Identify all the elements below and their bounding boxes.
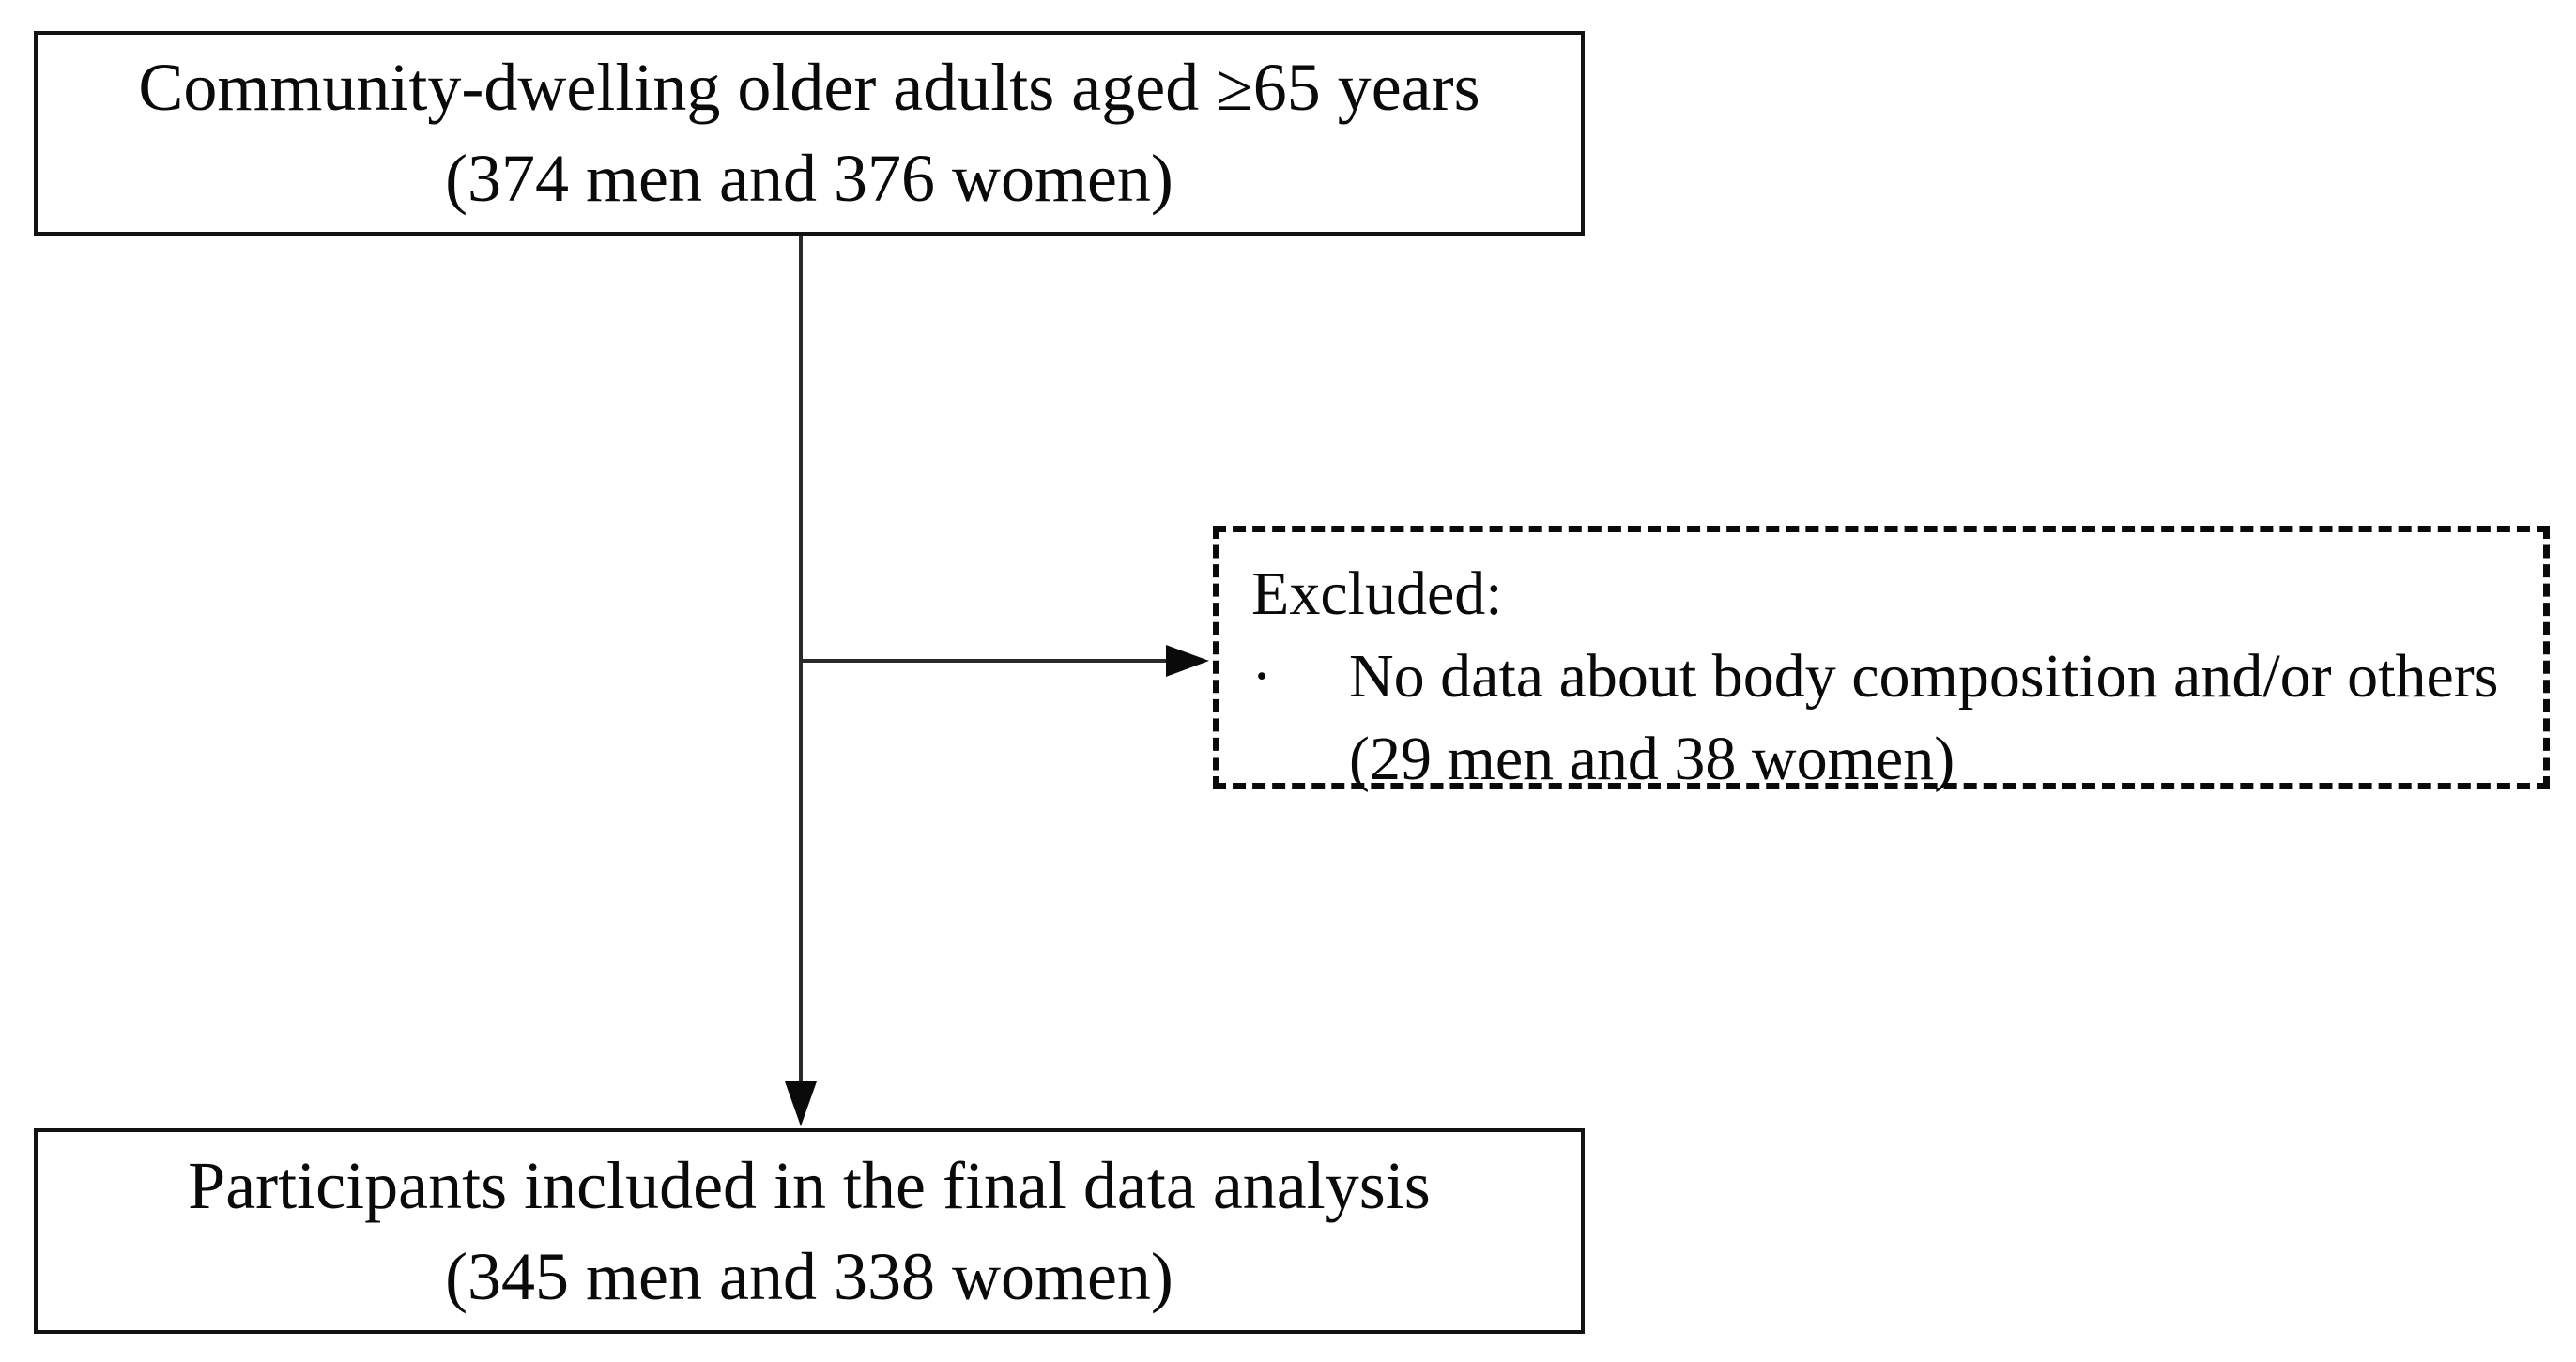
eligible-population-box: Community-dwelling older adults aged ≥65… xyxy=(34,31,1585,236)
arrowhead-right-icon xyxy=(1166,645,1209,677)
included-population-box: Participants included in the final data … xyxy=(34,1128,1585,1334)
included-population-line1: Participants included in the final data … xyxy=(188,1147,1431,1223)
excluded-item-text: No data about body composition and/or ot… xyxy=(1349,642,2499,711)
bullet-dot-icon: · xyxy=(1251,642,1272,711)
eligible-population-line2: (374 men and 376 women) xyxy=(445,141,1173,216)
excluded-item-row: · No data about body composition and/or … xyxy=(1251,635,2515,718)
excluded-title: Excluded: xyxy=(1251,559,1503,628)
included-population-line2: (345 men and 338 women) xyxy=(445,1238,1173,1314)
excluded-item-detail: (29 men and 38 women) xyxy=(1349,725,1955,793)
eligible-population-line1: Community-dwelling older adults aged ≥65… xyxy=(138,50,1480,125)
excluded-box: Excluded: · No data about body compositi… xyxy=(1213,526,2550,793)
arrowhead-down-icon xyxy=(785,1081,817,1126)
flow-line-to-excluded xyxy=(801,659,1169,663)
